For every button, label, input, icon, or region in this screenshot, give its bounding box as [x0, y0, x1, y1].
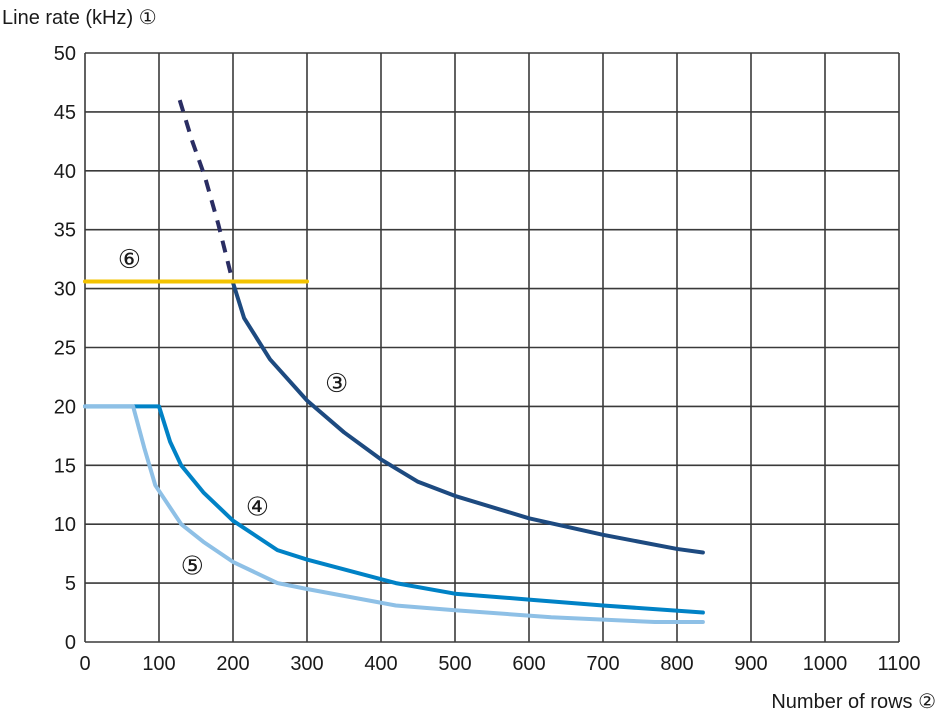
annotation-label: ⑤: [181, 551, 204, 581]
series-group: [83, 99, 705, 624]
series-line-0: [231, 280, 705, 555]
y-tick-label: 5: [65, 573, 76, 595]
x-tick-label: 200: [216, 653, 249, 675]
x-tick-label: 400: [364, 653, 397, 675]
y-tick-label: 35: [54, 220, 76, 242]
x-tick-label: 800: [660, 653, 693, 675]
x-tick-labels: 0 100 200 300 400 500 600 700 800 900 1000 1100: [79, 653, 920, 675]
y-tick-label: 20: [54, 396, 76, 418]
series-line-1: [177, 99, 235, 284]
y-tick-label: 0: [65, 632, 76, 654]
annotation-label: ④: [246, 493, 269, 523]
series-line-2: [83, 404, 705, 615]
x-tick-label: 100: [142, 653, 175, 675]
y-tick-label: 45: [54, 102, 76, 124]
annotation-label: ③: [325, 369, 348, 399]
y-tick-label: 15: [54, 455, 76, 477]
x-tick-label: 300: [290, 653, 323, 675]
y-axis-label: Line rate (kHz) ①: [2, 7, 157, 29]
y-tick-label: 40: [54, 161, 76, 183]
x-tick-label: 600: [512, 653, 545, 675]
y-tick-label: 25: [54, 338, 76, 360]
x-axis-label: Number of rows ②: [771, 691, 936, 713]
y-tick-label: 10: [54, 514, 76, 536]
x-tick-label: 1000: [803, 653, 848, 675]
annotations: ③ ④ ⑤ ⑥: [118, 245, 349, 581]
x-tick-label: 500: [438, 653, 471, 675]
x-tick-label: 700: [586, 653, 619, 675]
x-tick-label: 0: [79, 653, 90, 675]
annotation-label: ⑥: [118, 245, 141, 275]
y-tick-label: 30: [54, 279, 76, 301]
series-line-3: [83, 404, 705, 624]
y-tick-label: 50: [54, 43, 76, 65]
x-tick-label: 900: [734, 653, 767, 675]
grid: [84, 52, 900, 643]
y-tick-labels: 0 5 10 15 20 25 30 35 40 45 50: [54, 43, 76, 654]
x-tick-label: 1100: [877, 653, 920, 675]
